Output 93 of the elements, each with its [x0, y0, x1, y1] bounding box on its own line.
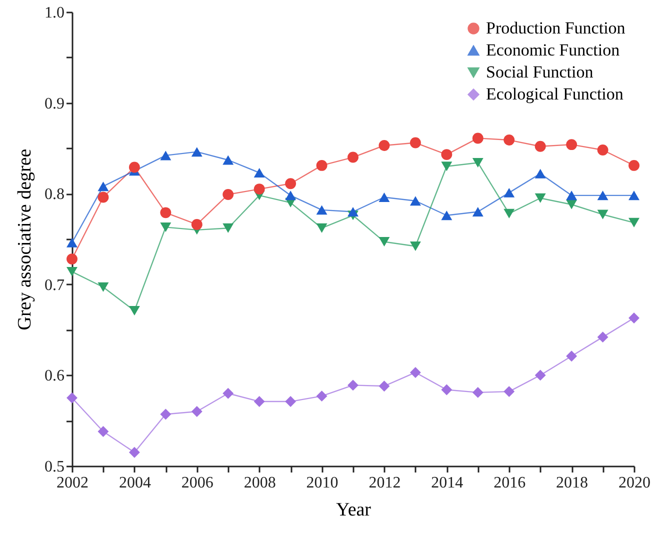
point — [98, 192, 109, 203]
point — [410, 367, 421, 378]
point — [504, 188, 515, 198]
point — [316, 390, 328, 402]
x-tick-label: 2002 — [56, 474, 88, 492]
point — [285, 396, 296, 408]
point — [191, 219, 202, 230]
x-tick-label: 2006 — [181, 474, 214, 492]
point — [472, 207, 484, 217]
x-tick-label: 2018 — [556, 474, 588, 492]
point — [285, 190, 296, 200]
point — [628, 160, 640, 171]
point — [128, 446, 140, 458]
point — [410, 137, 421, 148]
y-tick-label: 0.9 — [44, 95, 64, 112]
point — [316, 205, 328, 215]
point — [316, 160, 328, 171]
point — [378, 236, 390, 246]
point — [504, 134, 515, 146]
point — [222, 189, 234, 200]
point — [628, 218, 640, 228]
point — [472, 386, 484, 398]
point — [504, 386, 515, 398]
point — [348, 152, 358, 163]
point — [222, 223, 234, 233]
point — [66, 392, 78, 404]
legend-label: Social Function — [486, 62, 594, 82]
point — [597, 210, 608, 220]
point — [441, 210, 452, 220]
x-tick-label: 2014 — [431, 474, 464, 492]
point — [534, 193, 546, 203]
point — [566, 190, 578, 200]
point — [441, 162, 452, 172]
point — [254, 168, 265, 178]
point — [628, 190, 640, 200]
point — [597, 144, 608, 156]
x-tick-label: 2010 — [306, 474, 338, 492]
x-axis-title: Year — [336, 500, 372, 520]
point — [98, 182, 109, 192]
point — [348, 207, 358, 217]
point — [534, 140, 546, 152]
legend-label: Ecological Function — [486, 84, 624, 104]
point — [316, 223, 328, 233]
point — [285, 178, 296, 190]
point — [534, 168, 546, 178]
y-tick-label: 0.6 — [44, 368, 64, 385]
legend-label: Production Function — [486, 18, 626, 38]
point — [160, 408, 172, 420]
point — [222, 388, 234, 399]
point — [191, 147, 202, 157]
x-tick-label: 2020 — [618, 474, 650, 492]
point — [472, 158, 484, 168]
y-tick-label: 0.8 — [44, 186, 64, 204]
y-tick-label: 0.7 — [44, 276, 64, 294]
point — [160, 222, 172, 232]
y-tick-label: 0.5 — [44, 458, 64, 476]
point — [98, 282, 109, 292]
point — [566, 200, 578, 210]
point — [66, 266, 78, 276]
x-tick-label: 2016 — [494, 474, 526, 492]
point — [66, 254, 78, 264]
point — [628, 312, 640, 324]
point — [441, 149, 452, 160]
point — [160, 150, 172, 160]
point — [160, 207, 172, 218]
point — [597, 332, 608, 343]
point — [566, 139, 578, 150]
legend-label: Economic Function — [486, 40, 620, 60]
point — [410, 196, 421, 206]
y-tick-label: 1.0 — [44, 4, 64, 22]
point — [254, 396, 265, 408]
point — [504, 208, 515, 218]
point — [222, 155, 234, 165]
y-axis-title: Grey associative degree — [14, 148, 36, 330]
point — [534, 370, 546, 381]
point — [98, 426, 109, 437]
point — [348, 380, 358, 391]
point — [410, 242, 421, 252]
point — [254, 184, 265, 195]
point — [128, 162, 140, 173]
point — [597, 190, 608, 200]
point — [191, 406, 202, 417]
point — [128, 306, 140, 316]
x-tick-label: 2004 — [118, 474, 151, 492]
x-tick-label: 2008 — [244, 474, 276, 492]
point — [441, 384, 452, 396]
point — [378, 140, 390, 151]
point — [378, 192, 390, 202]
point — [66, 238, 78, 248]
point — [472, 132, 484, 144]
x-tick-label: 2012 — [368, 474, 401, 492]
point — [378, 380, 390, 392]
point — [566, 350, 578, 362]
